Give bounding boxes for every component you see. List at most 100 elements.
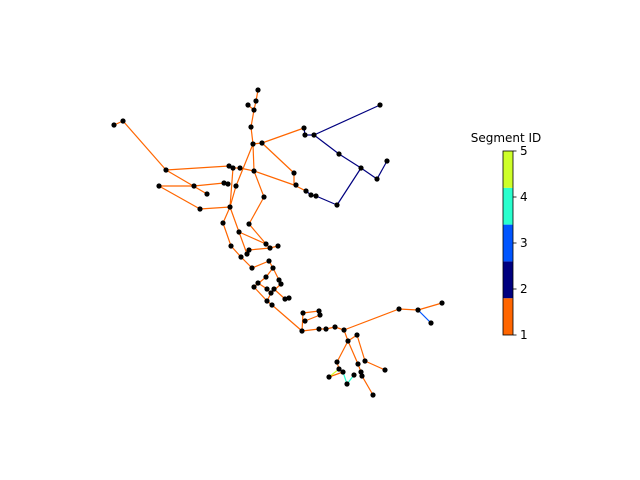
edge-segment-1 [229,206,240,233]
network-node [267,245,273,251]
network-node [377,102,383,108]
edge-segment-1 [158,185,201,210]
network-node [311,132,317,138]
edge-segment-1 [253,286,268,302]
network-node [351,372,357,378]
network-node [382,367,388,373]
network-node [286,295,292,301]
edge-segment-1 [165,169,208,195]
network-node [251,284,257,290]
network-node [228,243,234,249]
edge-segment-1 [301,312,304,332]
network-node [246,221,252,227]
edge-segment-1 [235,143,254,187]
edge-segment-1 [261,142,295,174]
colorbar-band-4 [503,187,513,225]
edge-segment-1 [199,206,231,210]
network-node [326,374,332,380]
network-node [370,392,376,398]
network-node [341,327,347,333]
network-node [316,326,322,332]
edge-segment-1 [222,222,232,247]
edge-segment-2 [313,104,381,136]
network-node [303,188,309,194]
network-node [278,281,284,287]
edge-segment-2 [338,153,362,169]
network-edges [113,89,443,396]
edge-segment-1 [253,170,265,198]
colorbar: Segment ID 1 2 3 4 5 [471,131,542,342]
network-node [316,308,322,314]
edge-segment-1 [361,375,374,396]
network-node [251,168,257,174]
network-node [156,183,162,189]
network-node [248,124,254,130]
edge-segment-1 [301,328,320,332]
network-node [255,87,261,93]
network-node [191,183,197,189]
colorbar-bands [503,151,513,335]
colorbar-title: Segment ID [471,131,542,145]
network-node [302,318,308,324]
colorbar-band-1 [503,298,513,335]
edge-segment-1 [364,360,386,371]
edge-segment-1 [304,314,321,322]
network-node [302,132,308,138]
colorbar-band-5 [503,151,513,188]
edge-segment-1 [229,185,237,208]
network-node [323,326,329,332]
network-node [359,373,365,379]
edge-segment-1 [417,302,443,311]
edge-segment-1 [336,340,349,363]
network-node [230,165,236,171]
network-node [253,98,259,104]
edge-segment-1 [253,170,295,186]
network-node [264,286,270,292]
network-node [415,307,421,313]
edge-segment-1 [248,247,271,251]
network-node [428,320,434,326]
edge-segment-1 [250,109,255,128]
edge-segment-3 [417,309,432,324]
network-node [163,167,169,173]
colorbar-band-3 [503,224,513,262]
colorbar-band-2 [503,261,513,299]
network-node [266,258,272,264]
edge-segment-1 [302,310,320,314]
network-node [313,193,319,199]
network-node [111,122,117,128]
edge-segment-2 [360,167,378,180]
edge-segment-1 [248,223,267,245]
colorbar-tick-label: 3 [520,236,528,250]
edge-segment-1 [222,206,231,224]
network-node [276,277,282,283]
network-node [255,280,261,286]
network-node [308,192,314,198]
edge-segment-2 [313,134,340,155]
network-node [358,369,364,375]
network-node [226,163,232,169]
network-node [282,296,288,302]
network-node [317,312,323,318]
colorbar-tick-label: 4 [520,190,528,204]
network-node [263,274,269,280]
network-node [345,338,351,344]
edge-segment-1 [193,182,225,187]
network-node [300,310,306,316]
network-node [264,298,270,304]
edge-segment-1 [248,196,265,225]
edge-segment-1 [229,167,234,208]
edge-segment-2 [336,167,362,206]
network-node [263,241,269,247]
network-node [336,366,342,372]
network-node [225,181,231,187]
network-node [269,302,275,308]
colorbar-ticks: 1 2 3 4 5 [513,144,528,342]
network-node [291,170,297,176]
network-node [384,158,390,164]
edge-segment-2 [315,195,338,206]
edge-segment-1 [238,231,267,245]
network-node [275,243,281,249]
edge-segment-1 [398,308,419,311]
